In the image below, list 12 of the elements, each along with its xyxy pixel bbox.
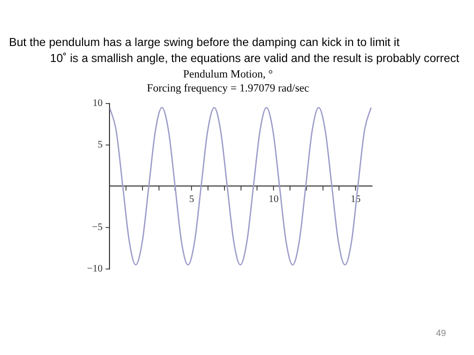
- y-tick-label: 10: [92, 98, 103, 110]
- y-tick-label: −5: [92, 222, 103, 234]
- y-tick-label: 5: [98, 139, 103, 150]
- text: 49: [436, 328, 446, 338]
- chart-subtitle: Forcing frequency = 1.97079 rad/sec: [146, 82, 310, 95]
- y-tick-label: −10: [87, 264, 103, 275]
- x-tick-label: 10: [268, 194, 279, 205]
- text: 10˚ is a smallish angle, the equations are valid and the result is probably correct: [50, 52, 460, 65]
- chart-title: Pendulum Motion, °: [183, 68, 273, 80]
- x-tick-label: 5: [189, 194, 194, 205]
- text: But the pendulum has a large swing before the damping can kick in to limit it: [9, 36, 400, 49]
- line-series: [110, 106, 372, 266]
